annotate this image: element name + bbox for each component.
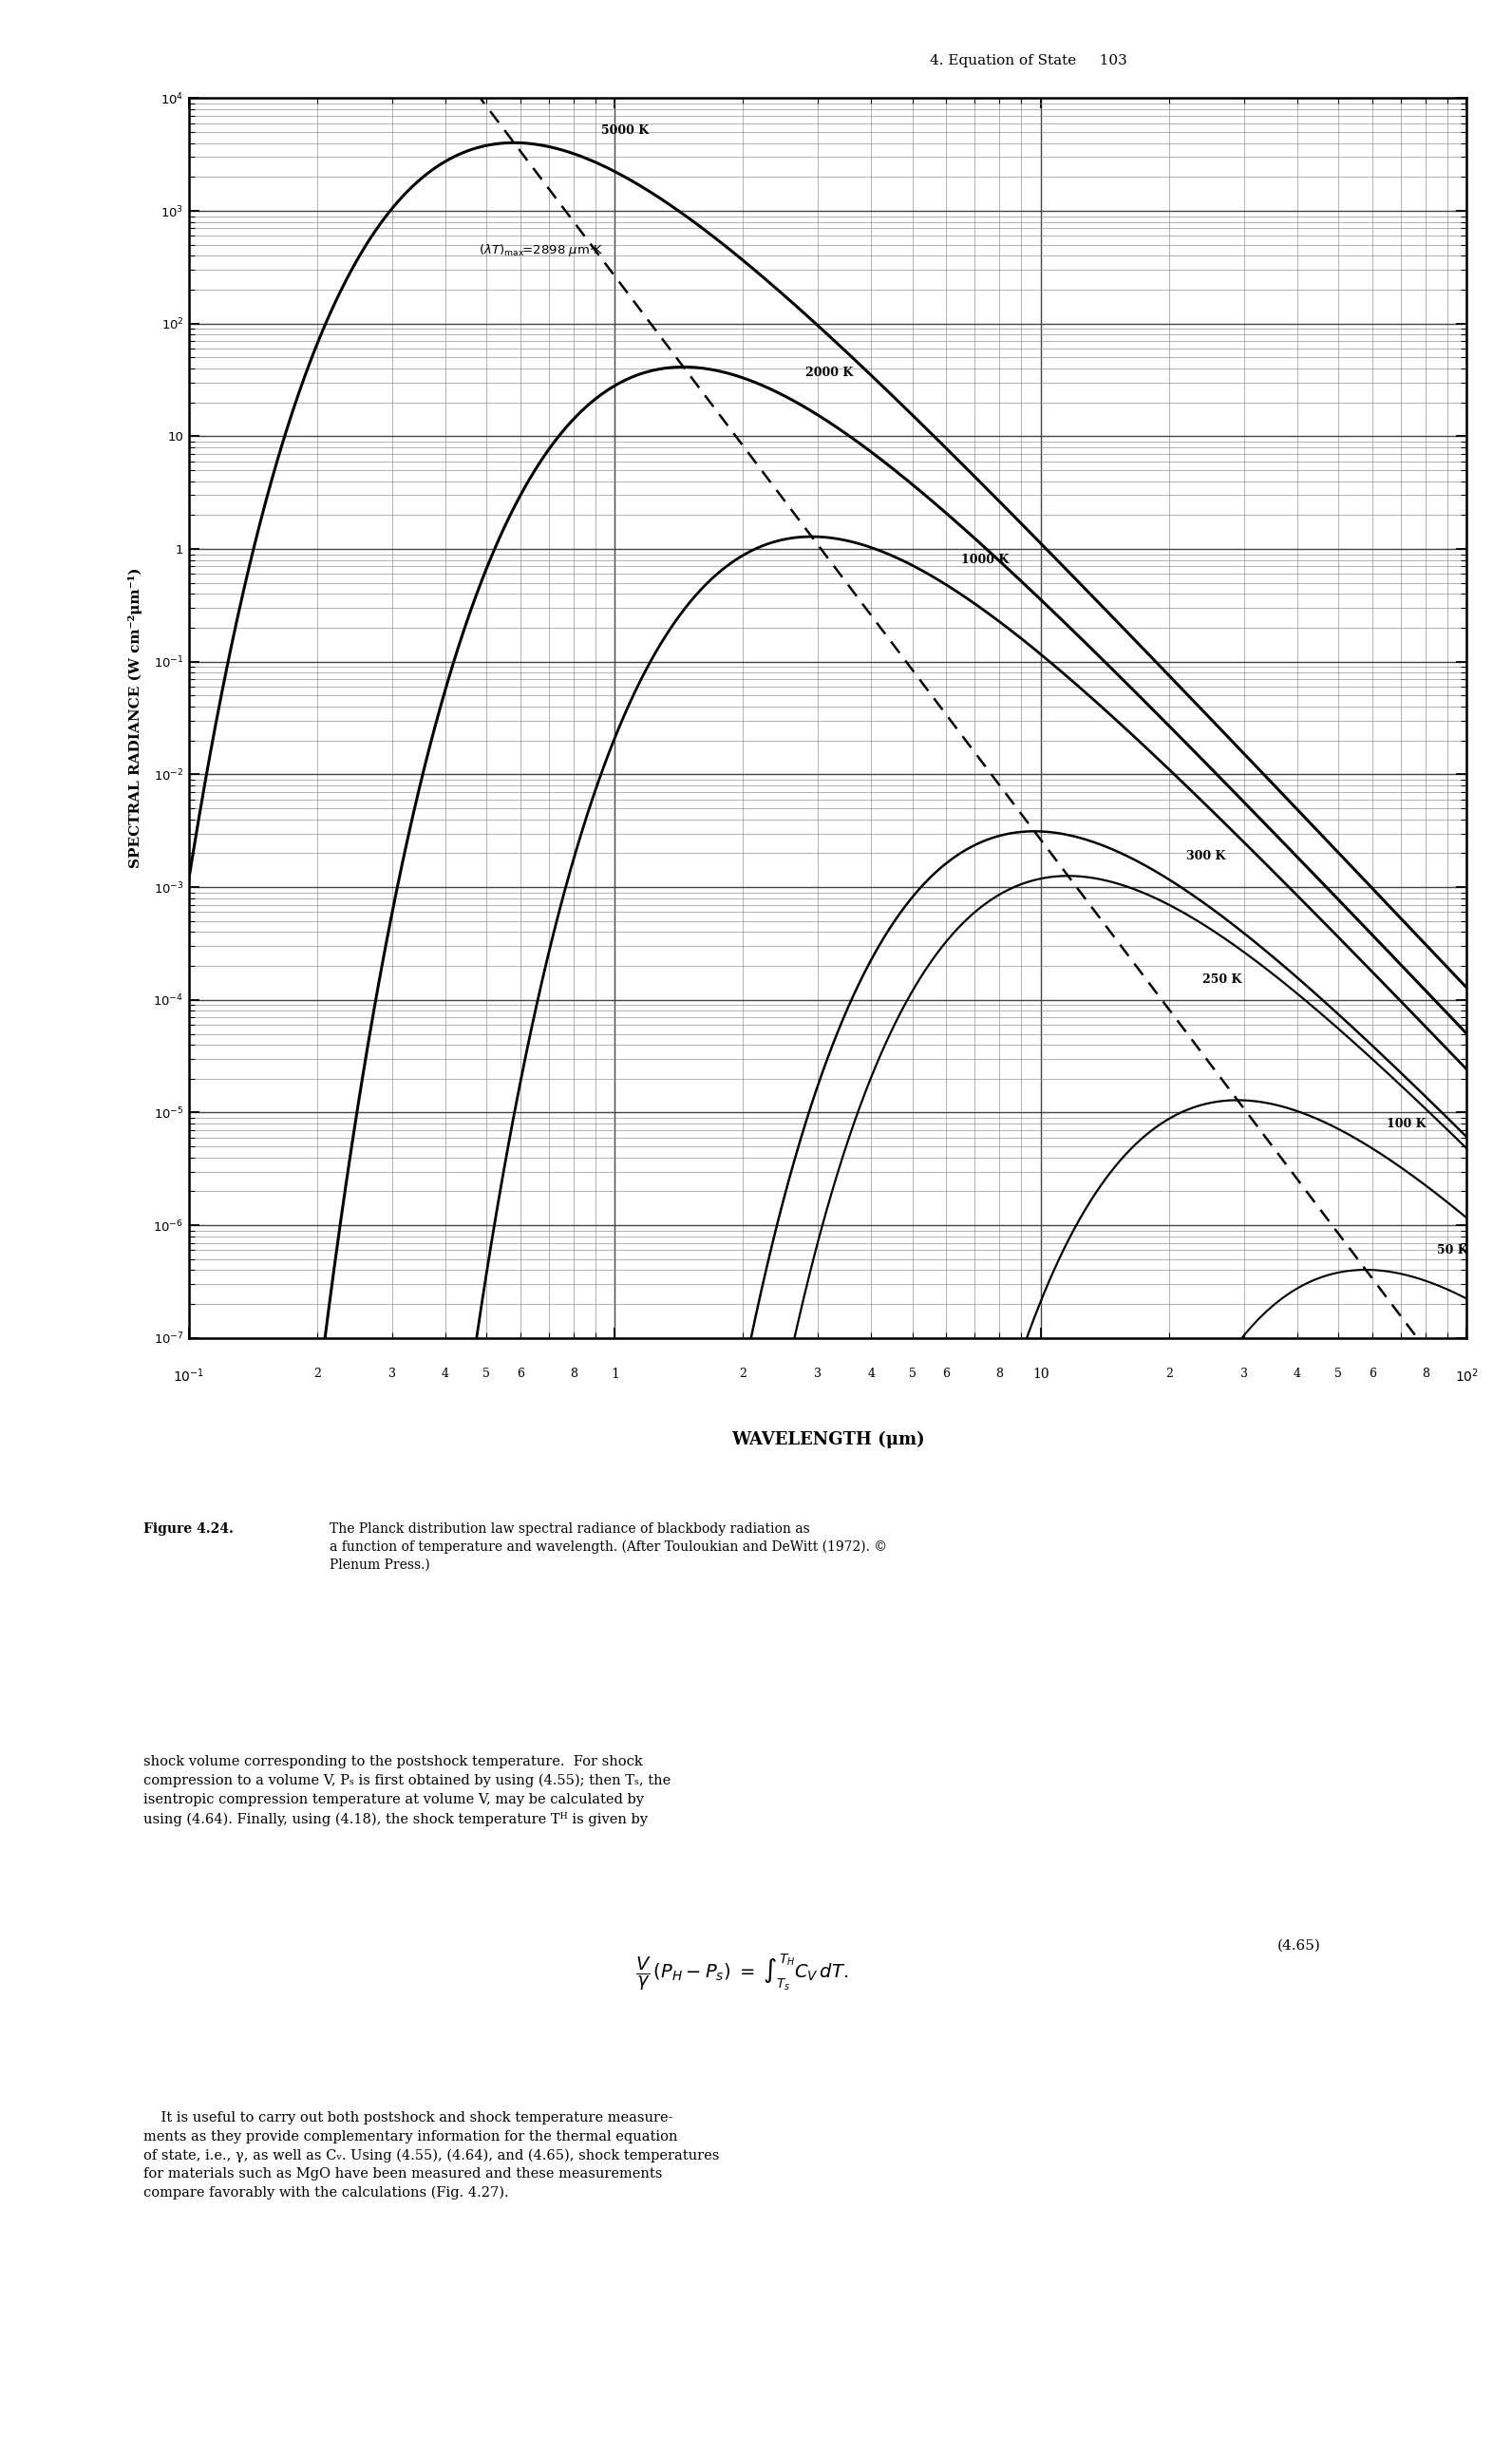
Text: The Planck distribution law spectral radiance of blackbody radiation as
a functi: The Planck distribution law spectral rad… bbox=[330, 1522, 888, 1571]
Text: 250 K: 250 K bbox=[1202, 975, 1241, 987]
Text: 8: 8 bbox=[996, 1367, 1004, 1380]
Text: 6: 6 bbox=[1368, 1367, 1376, 1380]
Text: 4: 4 bbox=[442, 1367, 449, 1380]
Text: $10^2$: $10^2$ bbox=[1455, 1367, 1479, 1385]
Text: 50 K: 50 K bbox=[1436, 1245, 1468, 1257]
Text: 2: 2 bbox=[313, 1367, 321, 1380]
Text: 2: 2 bbox=[739, 1367, 747, 1380]
Y-axis label: SPECTRAL RADIANCE (W cm⁻²μm⁻¹): SPECTRAL RADIANCE (W cm⁻²μm⁻¹) bbox=[129, 567, 142, 869]
Text: 3: 3 bbox=[815, 1367, 823, 1380]
Text: 10: 10 bbox=[1033, 1367, 1049, 1380]
Text: $(\lambda T)_{\rm max}\!\!=\!2898\ \mu{\rm m}{\cdot}{\rm K}$: $(\lambda T)_{\rm max}\!\!=\!2898\ \mu{\… bbox=[479, 243, 603, 258]
Text: Figure 4.24.: Figure 4.24. bbox=[144, 1522, 234, 1534]
Text: shock volume corresponding to the postshock temperature.  For shock
compression : shock volume corresponding to the postsh… bbox=[144, 1755, 671, 1827]
Text: 6: 6 bbox=[942, 1367, 950, 1380]
Text: 100 K: 100 K bbox=[1387, 1117, 1426, 1129]
Text: 4. Equation of State     103: 4. Equation of State 103 bbox=[930, 54, 1126, 66]
Text: 4: 4 bbox=[868, 1367, 875, 1380]
Text: 1: 1 bbox=[611, 1367, 618, 1380]
Text: $\dfrac{V}{\gamma}\,(P_H - P_s)\;=\;\int_{T_s}^{T_H} C_V\,dT.$: $\dfrac{V}{\gamma}\,(P_H - P_s)\;=\;\int… bbox=[635, 1952, 848, 1993]
Text: 3: 3 bbox=[389, 1367, 396, 1380]
Text: (4.65): (4.65) bbox=[1278, 1939, 1321, 1952]
Text: 8: 8 bbox=[570, 1367, 578, 1380]
Text: 5: 5 bbox=[1335, 1367, 1343, 1380]
Text: 5: 5 bbox=[482, 1367, 490, 1380]
Text: 5: 5 bbox=[909, 1367, 916, 1380]
Text: 4: 4 bbox=[1293, 1367, 1300, 1380]
Text: It is useful to carry out both postshock and shock temperature measure-
ments as: It is useful to carry out both postshock… bbox=[144, 2111, 720, 2200]
Text: 1000 K: 1000 K bbox=[962, 555, 1009, 567]
Text: 5000 K: 5000 K bbox=[602, 125, 649, 137]
Text: $10^{-1}$: $10^{-1}$ bbox=[174, 1367, 204, 1385]
Text: 3: 3 bbox=[1240, 1367, 1247, 1380]
Text: 2: 2 bbox=[1166, 1367, 1173, 1380]
Text: 6: 6 bbox=[517, 1367, 525, 1380]
Text: 300 K: 300 K bbox=[1187, 849, 1226, 862]
Text: WAVELENGTH (μm): WAVELENGTH (μm) bbox=[732, 1431, 925, 1448]
Text: 8: 8 bbox=[1421, 1367, 1429, 1380]
Text: 2000 K: 2000 K bbox=[806, 366, 853, 378]
